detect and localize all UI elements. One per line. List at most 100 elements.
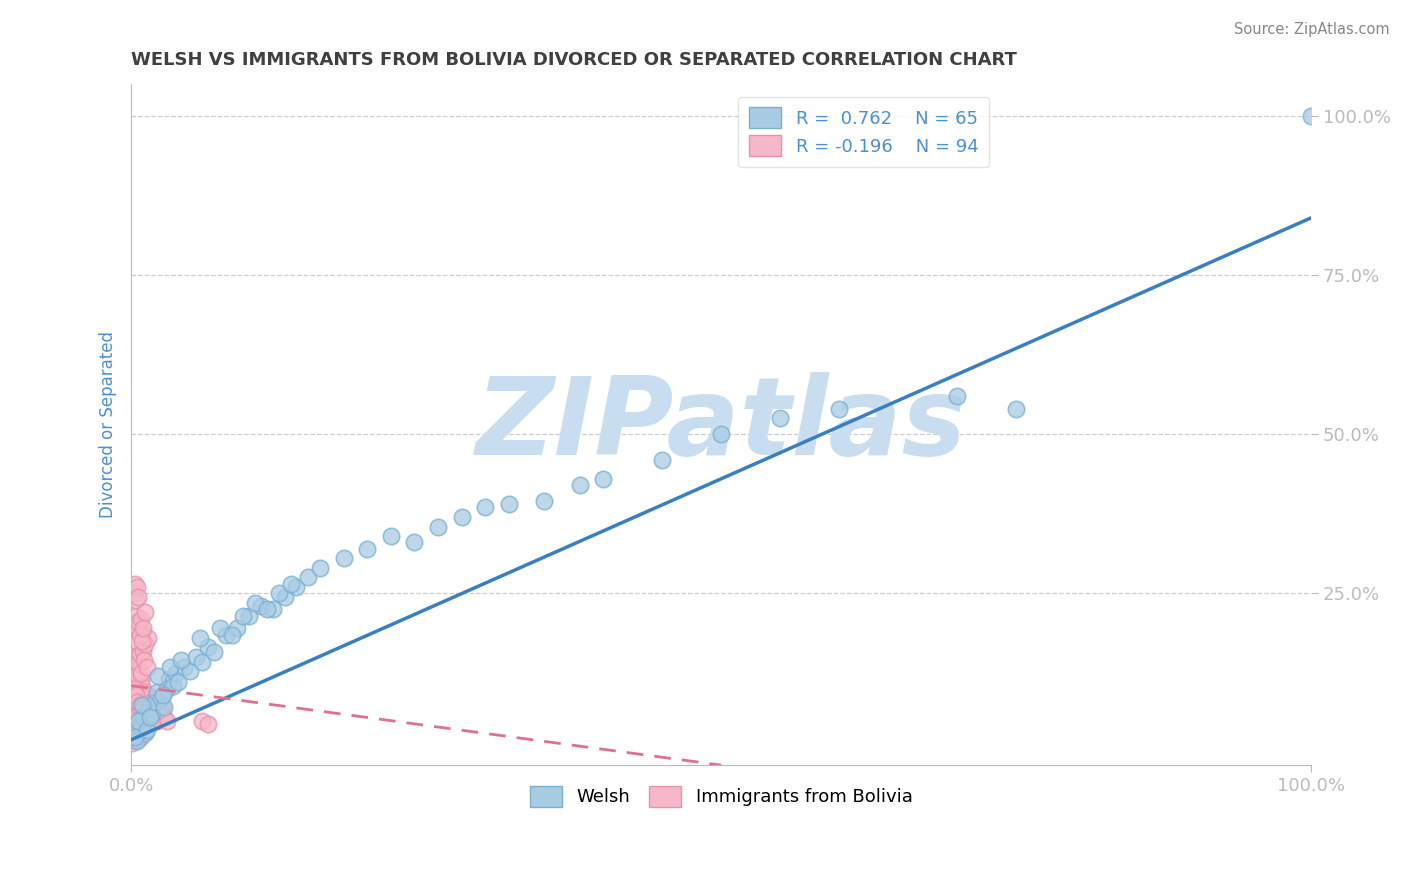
Point [134, 707, 156, 722]
Point [297, 570, 319, 584]
Point [141, 694, 163, 708]
Point [124, 730, 146, 744]
Point [167, 675, 190, 690]
Point [273, 590, 295, 604]
Point [127, 688, 149, 702]
Point [141, 707, 163, 722]
Point [135, 701, 157, 715]
Point [132, 621, 155, 635]
Point [156, 681, 179, 696]
Point [149, 691, 172, 706]
Point [162, 679, 184, 693]
Point [332, 551, 354, 566]
Point [427, 519, 450, 533]
Point [179, 664, 201, 678]
Point [124, 576, 146, 591]
Point [122, 732, 145, 747]
Point [170, 653, 193, 667]
Point [188, 631, 211, 645]
Point [127, 669, 149, 683]
Point [132, 716, 155, 731]
Point [157, 673, 180, 687]
Point [197, 716, 219, 731]
Point [136, 631, 159, 645]
Point [134, 653, 156, 667]
Point [710, 427, 733, 442]
Point [769, 411, 792, 425]
Point [128, 681, 150, 696]
Point [153, 710, 176, 724]
Point [191, 714, 214, 728]
Point [124, 618, 146, 632]
Point [141, 710, 163, 724]
Point [146, 714, 169, 728]
Point [132, 701, 155, 715]
Point [124, 716, 146, 731]
Point [121, 714, 143, 728]
Point [156, 714, 179, 728]
Point [124, 720, 146, 734]
Point [125, 669, 148, 683]
Point [232, 608, 254, 623]
Point [148, 698, 170, 712]
Point [309, 561, 332, 575]
Point [129, 720, 152, 734]
Point [127, 726, 149, 740]
Point [129, 730, 152, 744]
Point [128, 647, 150, 661]
Point [127, 615, 149, 629]
Point [129, 704, 152, 718]
Point [129, 698, 152, 712]
Point [131, 624, 153, 639]
Point [946, 389, 969, 403]
Point [1005, 401, 1028, 416]
Point [238, 608, 260, 623]
Point [139, 704, 162, 718]
Point [145, 691, 167, 706]
Point [121, 691, 143, 706]
Point [267, 586, 290, 600]
Point [134, 707, 156, 722]
Point [262, 602, 284, 616]
Point [127, 694, 149, 708]
Point [134, 637, 156, 651]
Point [568, 478, 591, 492]
Point [592, 472, 614, 486]
Point [134, 726, 156, 740]
Point [498, 497, 520, 511]
Point [131, 698, 153, 712]
Point [191, 655, 214, 669]
Point [122, 694, 145, 708]
Point [226, 621, 249, 635]
Point [131, 679, 153, 693]
Point [250, 599, 273, 613]
Point [127, 621, 149, 635]
Point [136, 688, 159, 702]
Point [122, 730, 145, 744]
Point [127, 701, 149, 715]
Point [134, 691, 156, 706]
Point [146, 685, 169, 699]
Y-axis label: Divorced or Separated: Divorced or Separated [100, 331, 117, 518]
Point [127, 580, 149, 594]
Point [135, 723, 157, 738]
Point [134, 606, 156, 620]
Point [828, 401, 851, 416]
Point [138, 701, 160, 715]
Point [131, 704, 153, 718]
Point [134, 685, 156, 699]
Point [127, 663, 149, 677]
Point [127, 714, 149, 728]
Point [1301, 109, 1323, 123]
Point [208, 621, 231, 635]
Point [243, 596, 266, 610]
Text: WELSH VS IMMIGRANTS FROM BOLIVIA DIVORCED OR SEPARATED CORRELATION CHART: WELSH VS IMMIGRANTS FROM BOLIVIA DIVORCE… [131, 51, 1017, 69]
Point [125, 608, 148, 623]
Point [256, 602, 278, 616]
Point [127, 634, 149, 648]
Point [122, 681, 145, 696]
Point [131, 710, 153, 724]
Point [127, 707, 149, 722]
Point [122, 726, 145, 740]
Point [533, 494, 555, 508]
